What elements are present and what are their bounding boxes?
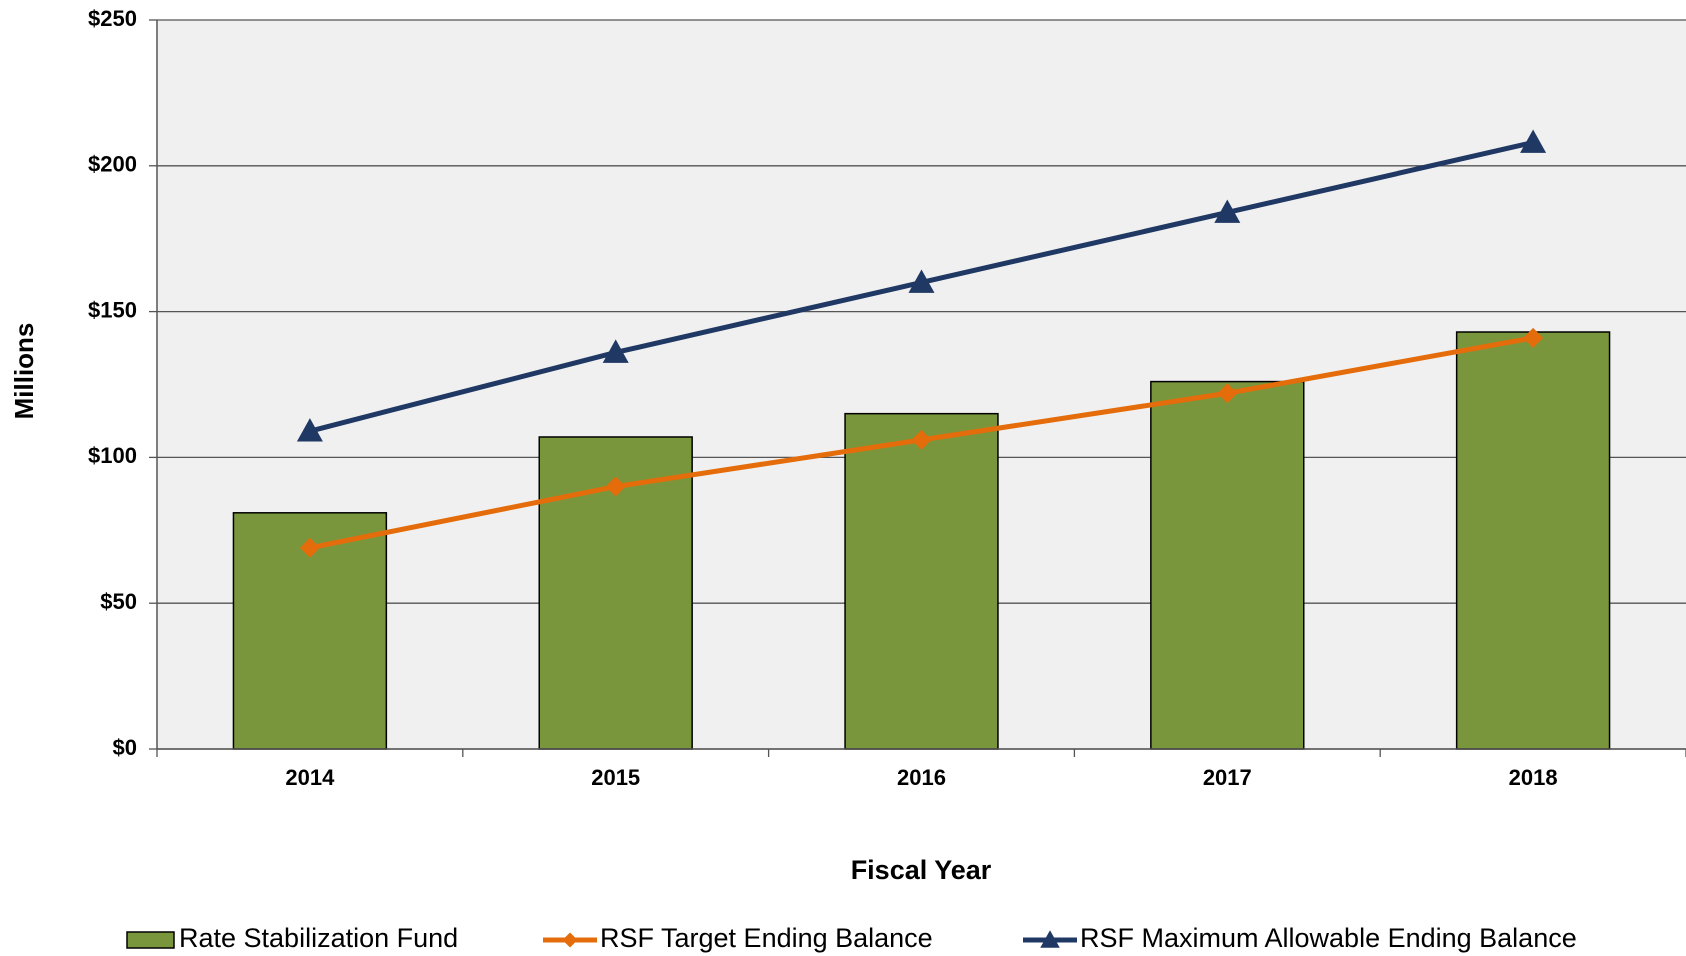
y-tick-label: $50 xyxy=(100,589,137,614)
marker xyxy=(1040,930,1060,948)
x-tick-label: 2014 xyxy=(285,765,335,790)
y-tick-label: $200 xyxy=(88,152,137,177)
y-axis-label: Millions xyxy=(9,323,39,420)
marker xyxy=(296,418,323,442)
bar xyxy=(844,412,999,750)
y-tick-label: $250 xyxy=(88,6,137,31)
x-tick-label: 2017 xyxy=(1203,765,1252,790)
marker xyxy=(562,932,578,948)
marker xyxy=(605,476,626,497)
marker xyxy=(602,339,629,363)
legend-label: RSF Maximum Allowable Ending Balance xyxy=(1080,923,1577,953)
marker xyxy=(911,429,932,450)
legend-label: RSF Target Ending Balance xyxy=(600,923,933,953)
marker xyxy=(299,537,320,558)
marker xyxy=(1217,383,1238,404)
y-tick-label: $150 xyxy=(88,297,137,322)
x-tick-label: 2018 xyxy=(1509,765,1558,790)
y-tick-label: $0 xyxy=(113,735,137,760)
bar xyxy=(1150,380,1305,750)
marker xyxy=(1520,129,1547,153)
marker xyxy=(908,269,935,293)
x-tick-label: 2016 xyxy=(897,765,946,790)
legend-label: Rate Stabilization Fund xyxy=(179,923,458,953)
x-tick-label: 2015 xyxy=(591,765,640,790)
legend-swatch xyxy=(126,931,175,949)
x-axis-label: Fiscal Year xyxy=(851,855,992,885)
y-tick-label: $100 xyxy=(88,443,137,468)
marker xyxy=(1214,199,1241,223)
bar xyxy=(1455,331,1611,750)
marker xyxy=(1523,327,1544,348)
